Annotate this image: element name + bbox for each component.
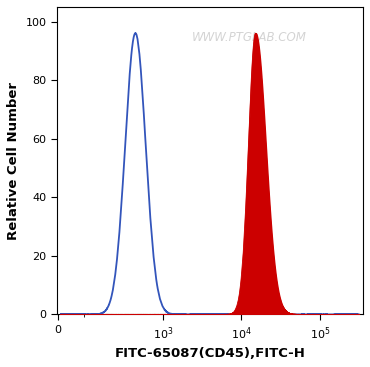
Y-axis label: Relative Cell Number: Relative Cell Number [7, 82, 20, 240]
Text: WWW.PTGLAB.COM: WWW.PTGLAB.COM [192, 31, 307, 44]
X-axis label: FITC-65087(CD45),FITC-H: FITC-65087(CD45),FITC-H [115, 347, 305, 360]
